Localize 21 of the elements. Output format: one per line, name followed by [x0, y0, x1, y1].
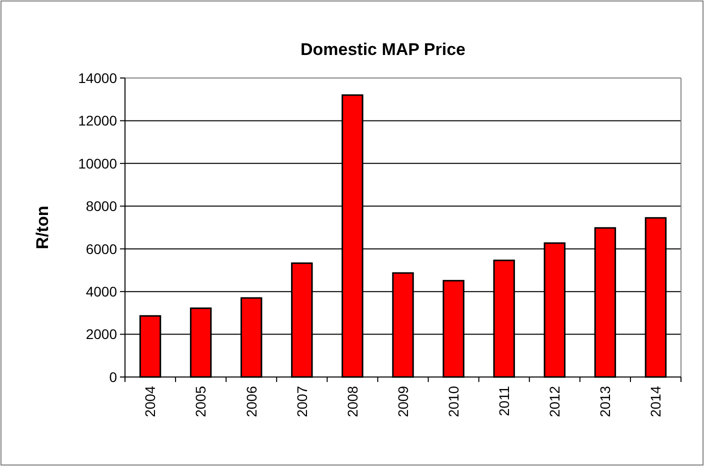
y-axis-title: R/ton — [33, 206, 52, 250]
y-tick-label: 0 — [109, 368, 118, 385]
chart-title: Domestic MAP Price — [300, 40, 466, 59]
x-tick-label: 2005 — [192, 386, 209, 418]
x-tick-label: 2012 — [546, 386, 563, 418]
x-tick-label: 2006 — [243, 386, 260, 418]
y-tick-label: 4000 — [86, 283, 118, 300]
x-tick-label: 2011 — [496, 386, 512, 416]
y-tick-label: 10000 — [78, 155, 118, 172]
x-tick-label: 2009 — [394, 386, 411, 418]
x-tick-label: 2014 — [648, 386, 664, 418]
x-tick-label: 2013 — [597, 386, 614, 418]
y-tick-label: 6000 — [86, 240, 118, 257]
y-tick-label: 2000 — [86, 326, 118, 342]
x-tick-label: 2008 — [344, 386, 360, 418]
x-tick-label: 2007 — [294, 386, 310, 418]
y-tick-label: 12000 — [78, 112, 118, 129]
y-tick-label: 8000 — [86, 198, 118, 214]
x-tick-label: 2004 — [142, 386, 158, 418]
y-tick-label: 14000 — [78, 70, 118, 86]
x-tick-label: 2010 — [445, 386, 462, 418]
